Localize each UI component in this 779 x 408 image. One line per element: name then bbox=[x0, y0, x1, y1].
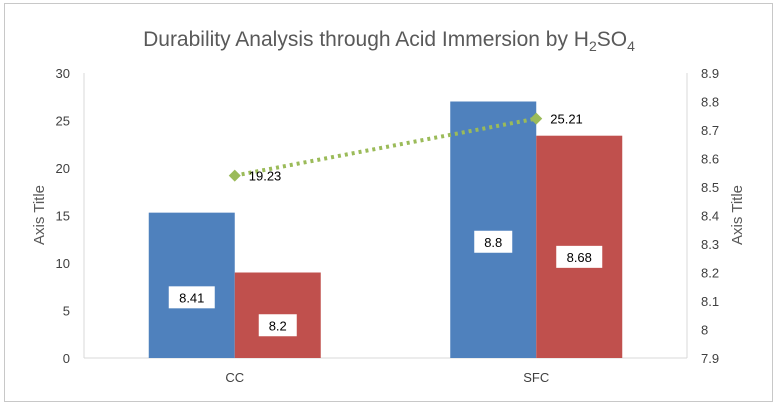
data-label: 8.68 bbox=[567, 250, 592, 265]
y-tick-left: 15 bbox=[56, 209, 70, 224]
plot-area: 0 5 10 15 20 25 30 7.9 8 8.1 8.2 8.3 8.4 8.5 8.6 8.7 8.8… bbox=[56, 66, 720, 385]
y-tick-right: 8.6 bbox=[701, 152, 719, 167]
x-tick-label: CC bbox=[225, 370, 244, 385]
y-tick-left: 10 bbox=[56, 256, 70, 271]
y-tick-right: 8.8 bbox=[701, 95, 719, 110]
data-label-box bbox=[474, 230, 513, 253]
y-tick-right: 8.2 bbox=[701, 266, 719, 281]
line-point bbox=[228, 169, 241, 182]
y-tick-left: 5 bbox=[63, 304, 70, 319]
y-tick-right: 8.4 bbox=[701, 209, 719, 224]
y-tick-right: 8.9 bbox=[701, 66, 719, 81]
y-tick-right: 8 bbox=[701, 323, 708, 338]
line-point bbox=[530, 112, 543, 125]
line-data-label: 25.21 bbox=[550, 112, 583, 127]
y-tick-right: 8.5 bbox=[701, 180, 719, 195]
data-label-box bbox=[556, 245, 603, 268]
y-tick-left: 30 bbox=[56, 66, 70, 81]
x-tick-label: SFC bbox=[523, 370, 549, 385]
y-tick-right: 8.1 bbox=[701, 294, 719, 309]
data-label: 8.8 bbox=[484, 235, 502, 250]
bar bbox=[450, 101, 537, 358]
y-tick-right: 8.3 bbox=[701, 237, 719, 252]
y-axis-title-left: Axis Title bbox=[31, 185, 48, 245]
chart-title: Durability Analysis through Acid Immersi… bbox=[143, 28, 635, 54]
data-label-box bbox=[258, 314, 297, 337]
bar bbox=[148, 212, 235, 358]
line-series bbox=[234, 116, 537, 178]
y-tick-left: 20 bbox=[56, 161, 70, 176]
data-label-box bbox=[168, 286, 215, 309]
y-tick-left: 0 bbox=[63, 351, 70, 366]
y-tick-right: 7.9 bbox=[701, 351, 719, 366]
y-axis-title-right: Axis Title bbox=[729, 185, 746, 245]
data-label: 8.2 bbox=[269, 318, 287, 333]
chart-frame bbox=[4, 3, 773, 402]
line-data-label: 19.23 bbox=[249, 169, 282, 184]
y-tick-left: 25 bbox=[56, 114, 70, 129]
data-label: 8.41 bbox=[179, 290, 204, 305]
y-tick-right: 8.7 bbox=[701, 123, 719, 138]
